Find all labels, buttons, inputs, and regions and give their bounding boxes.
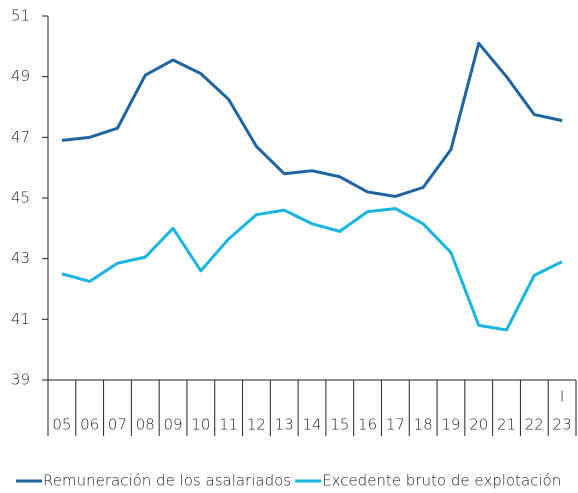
x-tick-label: 21: [497, 416, 516, 434]
x-tick-label: 07: [108, 416, 127, 434]
x-tick-label: 15: [330, 416, 349, 434]
y-tick-label: 49: [11, 67, 30, 85]
y-tick-label: 43: [11, 249, 30, 267]
x-tick-label: 12: [247, 416, 266, 434]
x-tick-label: 11: [219, 416, 238, 434]
x-tick-label: 08: [136, 416, 155, 434]
x-tick-label: 09: [164, 416, 183, 434]
y-tick-label: 47: [11, 128, 30, 146]
x-tick-label: 06: [80, 416, 99, 434]
legend-label: Remuneración de los asalariados: [43, 472, 291, 490]
y-tick-label: 39: [11, 371, 30, 389]
period-note: I: [560, 388, 564, 406]
y-tick-label: 41: [11, 310, 30, 328]
x-tick-label: 20: [469, 416, 488, 434]
x-tick-label: 17: [386, 416, 405, 434]
x-tick-label: 14: [302, 416, 321, 434]
x-tick-label: 23: [553, 416, 572, 434]
x-tick-label: 19: [441, 416, 460, 434]
legend-label: Excedente bruto de explotación: [322, 472, 561, 490]
y-tick-label: 51: [11, 7, 30, 25]
x-tick-label: 13: [275, 416, 294, 434]
y-tick-label: 45: [11, 189, 30, 207]
x-tick-label: 18: [414, 416, 433, 434]
x-tick-label: 10: [191, 416, 210, 434]
x-tick-label: 22: [525, 416, 544, 434]
x-tick-label: 16: [358, 416, 377, 434]
x-tick-label: 05: [52, 416, 71, 434]
line-series: [61, 207, 563, 332]
line-series: [61, 41, 563, 198]
